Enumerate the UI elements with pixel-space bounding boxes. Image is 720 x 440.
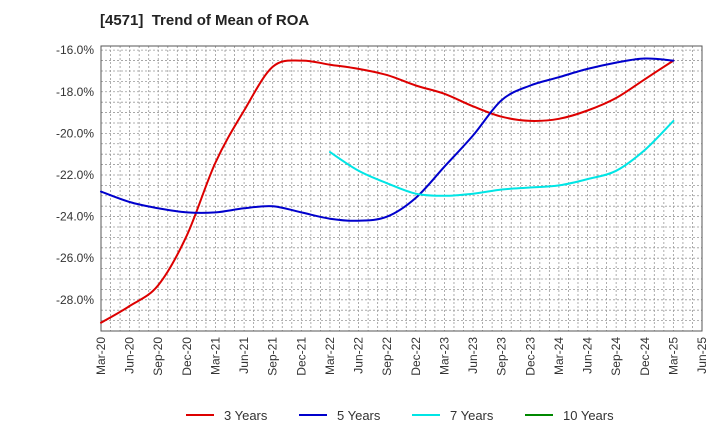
x-tick-label: Sep-24 <box>609 337 623 376</box>
legend-label: 5 Years <box>337 408 381 423</box>
legend-label: 7 Years <box>450 408 494 423</box>
series-lines <box>100 57 675 324</box>
legend: 3 Years 5 Years 7 Years 10 Years <box>186 408 614 423</box>
x-tick-label: Sep-23 <box>495 337 509 376</box>
y-tick-label: -20.0% <box>56 126 94 140</box>
y-tick-label: -16.0% <box>56 43 94 57</box>
x-tick-label: Dec-21 <box>294 337 308 376</box>
legend-label: 3 Years <box>224 408 268 423</box>
series-line-7-years <box>329 119 675 197</box>
series-line-5-years <box>100 57 675 222</box>
x-tick-label: Jun-21 <box>237 337 251 374</box>
x-tick-label: Mar-25 <box>666 337 680 375</box>
x-tick-label: Sep-22 <box>380 337 394 376</box>
y-axis-tick-labels: -16.0% -18.0% -20.0% -22.0% -24.0% -26.0% -28.… <box>56 43 94 307</box>
x-tick-label: Mar-23 <box>437 337 451 375</box>
chart-title: [4571] Trend of Mean of ROA <box>100 12 310 29</box>
x-tick-label: Dec-22 <box>409 337 423 376</box>
y-tick-label: -28.0% <box>56 293 94 307</box>
series-line-3-years <box>100 59 675 324</box>
x-tick-label: Dec-24 <box>638 337 652 376</box>
y-tick-label: -18.0% <box>56 85 94 99</box>
x-tick-label: Jun-25 <box>695 337 709 374</box>
plot-area-frame <box>100 45 703 332</box>
x-tick-label: Dec-23 <box>523 337 537 376</box>
y-tick-label: -26.0% <box>56 251 94 265</box>
y-tick-label: -24.0% <box>56 210 94 224</box>
x-tick-label: Mar-21 <box>208 337 222 375</box>
x-axis-tick-labels: Mar-20 Jun-20 Sep-20 Dec-20 Mar-21 Jun-21 Sep-… <box>94 337 709 376</box>
legend-label: 10 Years <box>563 408 614 423</box>
x-tick-label: Mar-20 <box>94 337 108 375</box>
x-tick-label: Jun-23 <box>466 337 480 374</box>
x-tick-label: Jun-24 <box>581 337 595 374</box>
y-tick-label: -22.0% <box>56 168 94 182</box>
grid-lines <box>101 46 702 331</box>
x-tick-label: Jun-20 <box>123 337 137 374</box>
legend-item: 7 Years <box>412 408 494 423</box>
x-tick-label: Mar-22 <box>323 337 337 375</box>
x-tick-label: Dec-20 <box>180 337 194 376</box>
x-tick-label: Mar-24 <box>552 337 566 375</box>
legend-item: 10 Years <box>525 408 614 423</box>
x-tick-label: Sep-20 <box>151 337 165 376</box>
legend-item: 3 Years <box>186 408 268 423</box>
x-tick-label: Sep-21 <box>266 337 280 376</box>
legend-item: 5 Years <box>299 408 381 423</box>
x-tick-label: Jun-22 <box>352 337 366 374</box>
